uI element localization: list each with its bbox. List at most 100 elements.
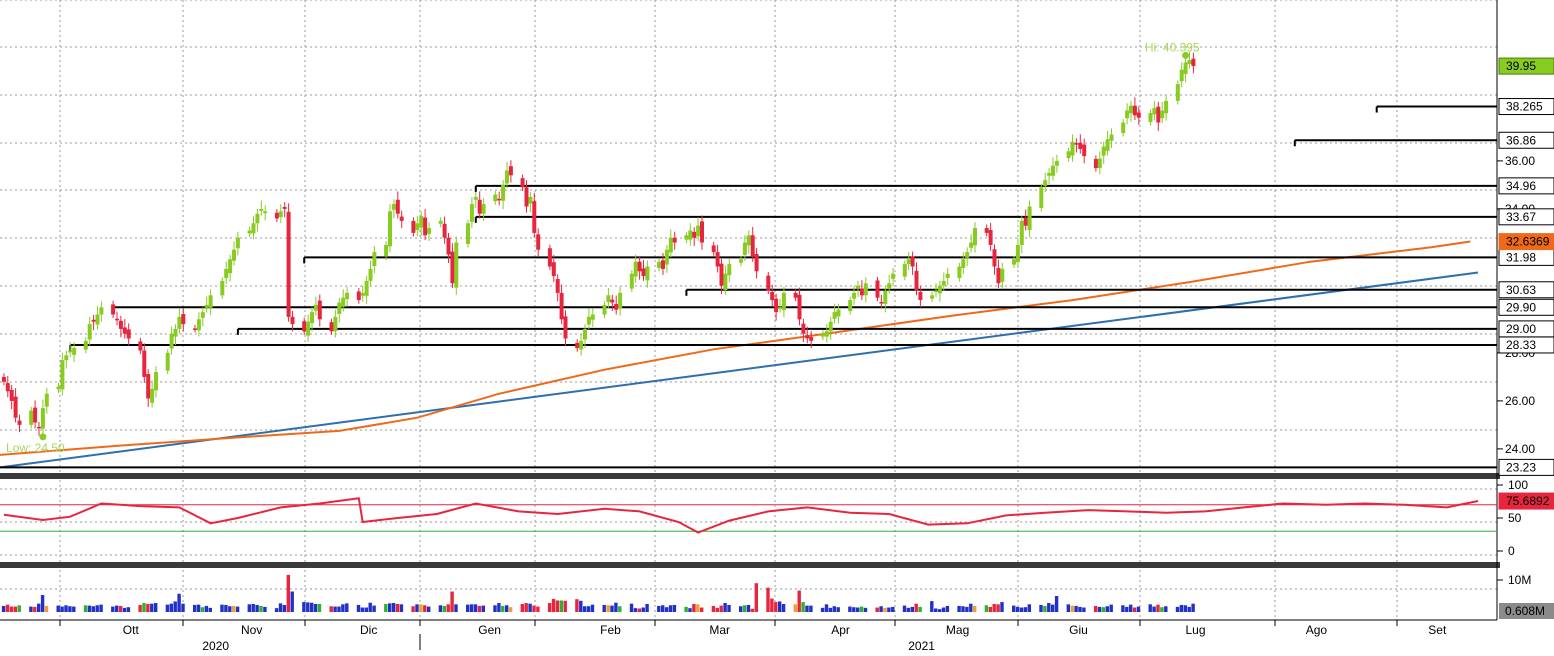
volume-bar <box>836 607 840 612</box>
candle-body <box>879 302 884 304</box>
volume-bar <box>220 604 224 612</box>
volume-bar <box>1074 605 1078 612</box>
grid <box>0 0 1497 620</box>
volume-bar <box>879 606 883 612</box>
candle-body <box>583 328 587 340</box>
volume-bar <box>1121 605 1125 612</box>
trendline-path <box>0 271 1479 469</box>
x-tick-label: Lug <box>1185 623 1205 637</box>
candle-body <box>766 275 771 291</box>
volume-bar <box>247 604 251 612</box>
candle-body <box>278 211 283 218</box>
volume-bar <box>1109 604 1113 612</box>
candle-body <box>1152 108 1157 115</box>
candle-body <box>263 211 268 214</box>
candle-body <box>668 237 673 253</box>
horizontal-levels <box>0 105 1497 469</box>
candle-body <box>341 297 346 307</box>
hi-label: Hi: 40.395 <box>1145 40 1200 54</box>
candle-body <box>661 260 665 269</box>
volume-bar <box>645 604 649 612</box>
volume-bar <box>984 605 989 612</box>
volume-bar <box>40 595 45 612</box>
volume-bar <box>228 606 232 612</box>
volume-bar <box>60 606 64 612</box>
volume-bar <box>505 605 509 612</box>
candle-body <box>551 262 556 277</box>
volume-bar <box>746 604 751 612</box>
annotations: Hi: 40.395 Low: 24.50 <box>6 40 1200 454</box>
level-tag: 29.90 <box>1506 300 1536 314</box>
volume-bar <box>150 603 154 612</box>
volume-bar <box>902 605 907 612</box>
volume-bar <box>1183 605 1187 612</box>
candle-body <box>657 261 662 268</box>
candle-body <box>356 291 361 301</box>
candle-body <box>274 212 279 219</box>
volume-bar <box>368 602 372 612</box>
volume-bar <box>809 605 813 612</box>
candle-body <box>111 304 116 315</box>
volume-bar <box>1101 607 1106 612</box>
volume-bar <box>165 604 170 612</box>
candle-body <box>1148 112 1153 123</box>
candle-body <box>415 223 420 231</box>
moving-average <box>0 240 1471 456</box>
candle-body <box>536 234 541 250</box>
rsi-pane: 100 50 0 <box>0 478 1528 558</box>
volume-bar <box>68 606 72 612</box>
volume-bar <box>672 604 677 612</box>
candle-body <box>778 307 782 309</box>
candle-body <box>60 360 65 390</box>
candle-body <box>29 410 34 425</box>
candle-body <box>224 268 229 279</box>
candle-body <box>641 268 646 277</box>
volume-bar <box>887 607 891 612</box>
volume-bar <box>224 604 228 612</box>
candle-body <box>1023 218 1028 226</box>
volume-bar <box>793 604 797 612</box>
candle-body <box>438 220 443 224</box>
volume-bar <box>399 604 404 612</box>
candle-body <box>692 231 697 238</box>
candle-body <box>204 304 209 308</box>
candle-body <box>1043 180 1048 186</box>
volume-bar <box>520 604 524 612</box>
volume-bar <box>56 605 60 612</box>
candle-body <box>520 178 525 188</box>
volume-bar <box>657 605 661 612</box>
candle-body <box>836 309 841 317</box>
volume-bar <box>801 602 805 612</box>
volume-bar <box>575 599 579 612</box>
candle-body <box>290 316 295 325</box>
candle-body <box>493 194 498 202</box>
candle-body <box>9 389 14 401</box>
ma-tag-box <box>1498 233 1554 251</box>
candle-body <box>138 341 143 351</box>
volume-bar <box>44 605 49 612</box>
level-tag: 31.98 <box>1506 250 1536 264</box>
candle-body <box>310 312 314 324</box>
candle-body <box>446 237 451 255</box>
low-marker <box>39 433 47 441</box>
volume-bar <box>364 607 368 612</box>
candle-body <box>1105 139 1110 151</box>
candle-body <box>1125 110 1130 119</box>
volume-bar <box>629 603 634 612</box>
candle-body <box>614 303 619 310</box>
candle-body <box>969 242 974 248</box>
candles <box>1 51 1196 436</box>
rsi-tick-label: 100 <box>1508 478 1528 492</box>
candle-body <box>961 259 966 268</box>
volume-bar <box>310 602 314 612</box>
volume-bar <box>33 606 37 612</box>
volume-bar <box>196 604 201 612</box>
candle-body <box>306 321 311 336</box>
volume-bar <box>1078 606 1082 612</box>
candle-body <box>781 292 786 311</box>
volume-bar <box>992 604 996 612</box>
year-label: 2021 <box>908 639 935 653</box>
candle-body <box>719 263 724 286</box>
volume-bar <box>169 603 173 612</box>
candle-body <box>524 187 529 207</box>
